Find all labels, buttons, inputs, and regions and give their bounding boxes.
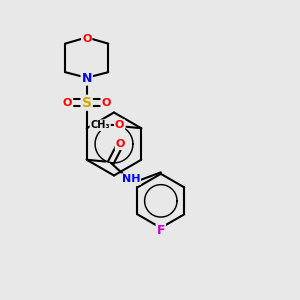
Text: O: O [82, 34, 92, 44]
Text: CH₃: CH₃ [90, 120, 110, 130]
Text: O: O [101, 98, 111, 108]
Text: F: F [157, 224, 165, 237]
Text: O: O [62, 98, 72, 108]
Text: O: O [116, 139, 125, 149]
Text: S: S [82, 96, 92, 110]
Text: N: N [82, 72, 92, 85]
Text: O: O [115, 120, 124, 130]
Text: NH: NH [122, 174, 140, 184]
